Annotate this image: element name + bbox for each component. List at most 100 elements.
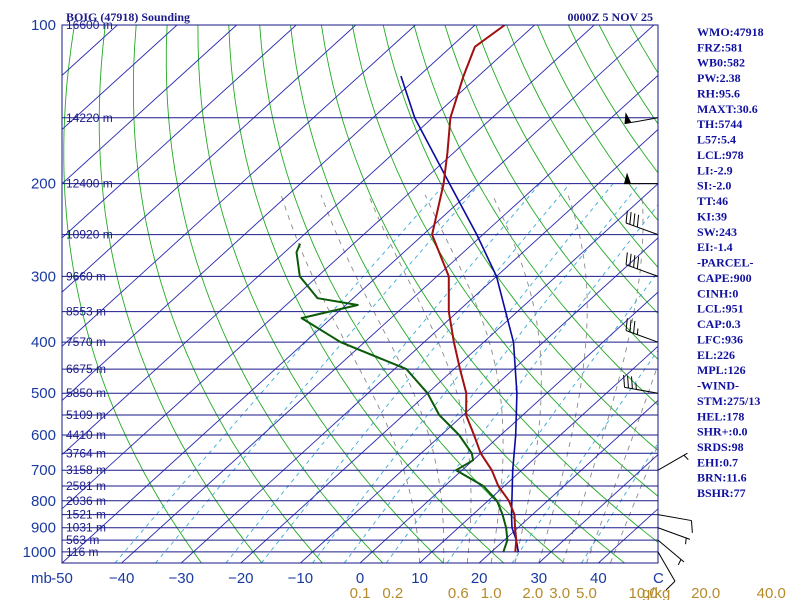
mixing-ratio-line [312, 183, 614, 563]
temperature-tick-label: −40 [109, 570, 134, 587]
wind-barb [657, 551, 676, 591]
pressure-tick-label: 100 [31, 17, 56, 34]
dry-adiabat [506, 25, 658, 268]
mixing-ratio-tick-label: 3.0 [549, 585, 570, 600]
index-line: STM:275/13 [697, 394, 760, 408]
isotherm [62, 25, 476, 402]
pressure-unit-label: mb [31, 570, 52, 587]
index-line: WMO:47918 [697, 25, 764, 39]
index-line: BSHR:77 [697, 486, 746, 500]
mixing-ratio-tick-label: 2.0 [522, 585, 543, 600]
wind-barb [657, 527, 691, 545]
axis-labels: 16600 m 14220 m 12400 m 10920 m 9660 m 8553 m… [23, 17, 786, 600]
wind-barb [625, 210, 659, 236]
moist-adiabat [538, 194, 588, 563]
moist-adiabat [280, 194, 421, 563]
mixing-ratio-tick-label: 0.6 [448, 585, 469, 600]
isotherm [240, 183, 658, 563]
index-line: SI:-2.0 [697, 179, 731, 193]
pressure-tick-label: 400 [31, 334, 56, 351]
temperature-tick-label: -50 [51, 570, 73, 587]
dry-adiabat [98, 25, 263, 563]
dry-adiabat [259, 25, 565, 563]
height-label: 8553 m [66, 305, 106, 319]
index-line: L57:5.4 [697, 133, 736, 147]
isotherm [62, 25, 357, 293]
temperature-tick-label: 40 [590, 570, 607, 587]
index-line: PW:2.38 [697, 71, 741, 85]
mixing-ratio-line [155, 183, 481, 563]
index-line: CAPE:900 [697, 271, 752, 285]
moist-adiabat [586, 363, 658, 563]
isotherm [180, 128, 658, 563]
wind-barb [623, 374, 659, 394]
index-line: RH:95.6 [697, 86, 740, 100]
index-line: KI:39 [697, 209, 727, 223]
index-line: MPL:126 [697, 363, 746, 377]
pressure-tick-label: 700 [31, 462, 56, 479]
isotherm [121, 74, 658, 563]
mixing-ratio-tick-label: 0.2 [382, 585, 403, 600]
dry-adiabat [475, 25, 658, 315]
temperature-unit-label: C [653, 570, 664, 587]
mixing-ratio-tick-label: 1.0 [481, 585, 502, 600]
moist-adiabat [424, 194, 504, 563]
wind-barb [657, 539, 685, 566]
index-line: WB0:582 [697, 56, 745, 70]
temperature-tick-label: 30 [530, 570, 547, 587]
mixing-ratio-tick-label: 10.0 [628, 585, 657, 600]
index-line: CINH:0 [697, 286, 738, 300]
height-label: 1031 m [66, 521, 106, 535]
height-label: 2036 m [66, 494, 106, 508]
height-label: 2581 m [66, 479, 106, 493]
isotherm [62, 25, 416, 347]
isotherm [62, 25, 297, 239]
height-label: 16600 m [66, 18, 113, 32]
moist-adiabat [367, 194, 472, 563]
index-line: CAP:0.3 [697, 317, 741, 331]
pressure-tick-label: 300 [31, 268, 56, 285]
height-label: 5109 m [66, 408, 106, 422]
index-line: BRN:11.6 [697, 471, 747, 485]
index-line: LCL:951 [697, 302, 744, 316]
mixing-ratio-line [385, 204, 658, 563]
mixing-ratio-line [261, 183, 571, 563]
index-line: SW:243 [697, 225, 737, 239]
dry-adiabat [413, 25, 658, 406]
pressure-tick-label: 600 [31, 427, 56, 444]
index-line: LI:-2.9 [697, 163, 733, 177]
temperature-tick-label: 0 [356, 570, 364, 587]
height-label: 3158 m [66, 463, 106, 477]
index-line: TH:5744 [697, 117, 742, 131]
isotherm [62, 25, 595, 510]
parcel-trace [400, 75, 520, 552]
isotherm [359, 291, 658, 563]
dry-adiabat [197, 25, 444, 563]
temperature-tick-label: 20 [471, 570, 488, 587]
dry-adiabat [228, 25, 505, 563]
mixing-ratio-unit: g/kg [642, 585, 670, 600]
isotherm [538, 454, 658, 563]
mixing-ratio-tick-label: 40.0 [757, 585, 786, 600]
mixing-ratio-line [343, 183, 641, 563]
index-line: TT:46 [697, 194, 728, 208]
index-line: LFC:936 [697, 332, 743, 346]
profiles [295, 25, 520, 553]
temperature-tick-label: −20 [228, 570, 253, 587]
wind-barb [625, 252, 659, 277]
wind-barb [657, 452, 689, 471]
temperature-tick-label: 10 [411, 570, 428, 587]
height-label: 4410 m [66, 428, 106, 442]
height-label: 9660 m [66, 269, 106, 283]
height-label: 1521 m [66, 508, 106, 522]
index-line: LCL:978 [697, 148, 744, 162]
dry-adiabat [351, 25, 658, 497]
pressure-tick-label: 1000 [23, 544, 56, 561]
height-label: 3764 m [66, 446, 106, 460]
temperature-tick-label: −30 [168, 570, 193, 587]
index-line: SHR+:0.0 [697, 425, 748, 439]
index-line: MAXT:30.6 [697, 102, 758, 116]
height-label: 563 m [66, 533, 99, 547]
